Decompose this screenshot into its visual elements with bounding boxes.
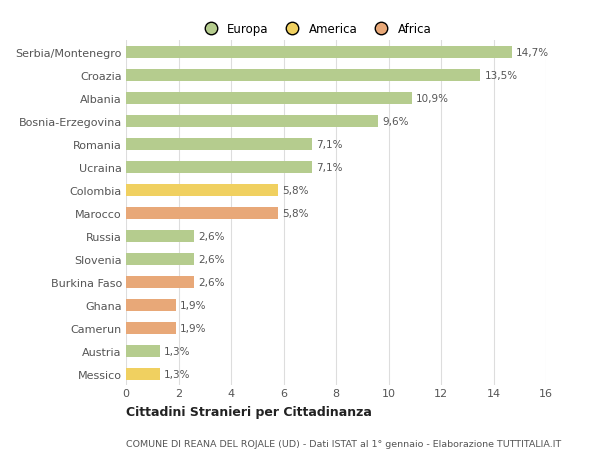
Text: 5,8%: 5,8%	[282, 185, 308, 196]
Bar	[126, 230, 194, 243]
Text: 10,9%: 10,9%	[416, 94, 449, 104]
Bar	[126, 138, 313, 151]
Bar	[126, 345, 160, 358]
Bar	[126, 322, 176, 335]
Bar	[126, 69, 481, 82]
Bar	[126, 184, 278, 197]
Text: 7,1%: 7,1%	[316, 162, 343, 173]
Text: 9,6%: 9,6%	[382, 117, 409, 127]
Text: 2,6%: 2,6%	[198, 231, 224, 241]
Bar	[126, 115, 378, 128]
Text: 2,6%: 2,6%	[198, 277, 224, 287]
Bar	[126, 207, 278, 220]
Text: COMUNE DI REANA DEL ROJALE (UD) - Dati ISTAT al 1° gennaio - Elaborazione TUTTIT: COMUNE DI REANA DEL ROJALE (UD) - Dati I…	[126, 439, 561, 448]
Text: Cittadini Stranieri per Cittadinanza: Cittadini Stranieri per Cittadinanza	[126, 405, 372, 419]
Text: 5,8%: 5,8%	[282, 208, 308, 218]
Text: 7,1%: 7,1%	[316, 140, 343, 150]
Text: 1,9%: 1,9%	[180, 323, 206, 333]
Legend: Europa, America, Africa: Europa, America, Africa	[194, 18, 436, 40]
Bar	[126, 161, 313, 174]
Bar	[126, 92, 412, 105]
Text: 14,7%: 14,7%	[516, 48, 549, 58]
Text: 13,5%: 13,5%	[484, 71, 517, 81]
Text: 2,6%: 2,6%	[198, 254, 224, 264]
Text: 1,3%: 1,3%	[164, 369, 191, 379]
Bar	[126, 46, 512, 59]
Bar	[126, 276, 194, 289]
Bar	[126, 299, 176, 312]
Bar	[126, 368, 160, 381]
Text: 1,9%: 1,9%	[180, 300, 206, 310]
Bar	[126, 253, 194, 266]
Text: 1,3%: 1,3%	[164, 346, 191, 356]
